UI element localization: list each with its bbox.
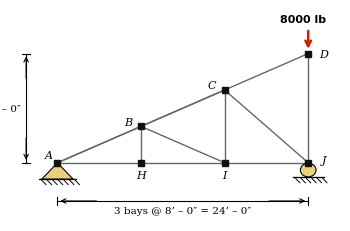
Text: 12’ – 0″: 12’ – 0″ bbox=[0, 104, 21, 113]
Text: B: B bbox=[125, 117, 133, 127]
Text: I: I bbox=[223, 170, 227, 180]
Circle shape bbox=[300, 164, 316, 177]
Text: C: C bbox=[208, 80, 216, 90]
Text: J: J bbox=[322, 155, 326, 165]
Polygon shape bbox=[42, 163, 73, 179]
Text: 3 bays @ 8’ – 0″ = 24’ – 0″: 3 bays @ 8’ – 0″ = 24’ – 0″ bbox=[114, 207, 251, 216]
Text: D: D bbox=[320, 49, 328, 59]
Text: 8000 lb: 8000 lb bbox=[280, 15, 326, 25]
Text: A: A bbox=[45, 150, 53, 160]
Text: H: H bbox=[136, 170, 146, 180]
